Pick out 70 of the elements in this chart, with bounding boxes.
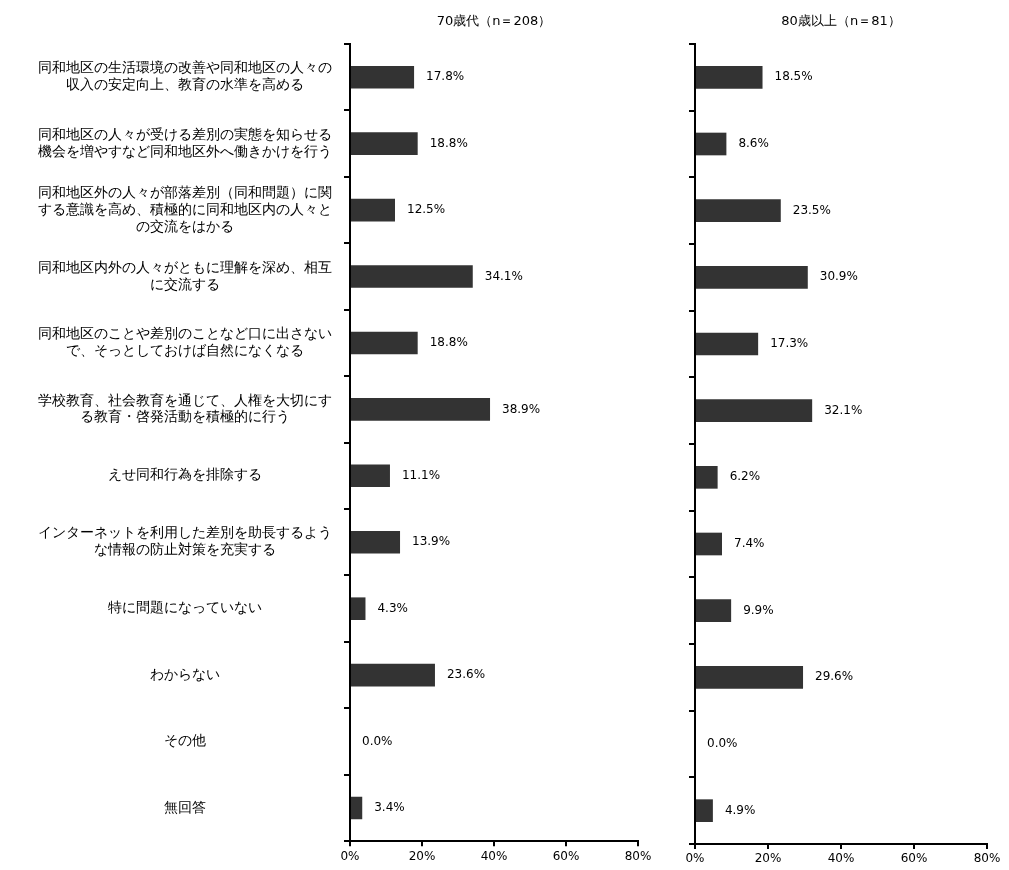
bar — [696, 266, 808, 289]
data-label: 17.3% — [770, 336, 809, 351]
y-tick-label: 同和地区内外の人々がともに理解を深め、相互に交流する — [38, 258, 332, 292]
data-label: 13.9% — [412, 534, 451, 549]
bar — [351, 198, 395, 222]
data-label: 17.8% — [426, 69, 465, 84]
chart-title: 70歳代（n＝208） — [436, 13, 552, 29]
bar — [351, 265, 473, 288]
data-label: 18.8% — [429, 135, 468, 150]
y-tick-label: その他 — [164, 732, 206, 749]
bar — [351, 464, 390, 488]
bar — [351, 398, 491, 421]
data-label: 3.4% — [374, 800, 405, 815]
bar — [351, 796, 363, 820]
y-tick-label: インターネットを利用した差別を助長するような情報の防止対策を充実する — [38, 524, 332, 558]
data-label: 0.0% — [707, 736, 738, 751]
data-label: 7.4% — [734, 536, 765, 551]
x-tick-label: 0% — [685, 851, 705, 866]
y-tick-label: 学校教育、社会教育を通じて、人権を大切にする教育・啓発活動を積極的に行う — [38, 391, 332, 425]
x-tick-label: 60% — [552, 848, 580, 863]
x-tick-label: 80% — [973, 851, 1001, 866]
data-label: 32.1% — [824, 402, 863, 417]
bar — [351, 530, 401, 554]
y-tick-label: 同和地区のことや差別のことなど口に出さないで、そっとしておけば自然になくなる — [38, 325, 332, 358]
bar — [696, 599, 732, 622]
data-label: 12.5% — [407, 202, 446, 217]
data-label: 18.5% — [774, 69, 813, 84]
data-label: 6.2% — [729, 469, 761, 484]
y-tick-label: 同和地区の生活環境の改善や同和地区の人々の収入の安定向上、教育の水準を高める — [38, 59, 332, 93]
y-tick-label: 同和地区外の人々が部落差別（同和問題）に関する意識を高め、積極的に同和地区内の人々との交流をはかる — [38, 183, 332, 234]
bar — [351, 663, 435, 687]
y-tick-label: 特に問題になっていない — [108, 599, 262, 616]
data-label: 18.8% — [429, 335, 468, 350]
y-tick-label: 同和地区の人々が受ける差別の実態を知らせる機会を増やすなど同和地区外へ働きかけを行う — [38, 125, 332, 159]
y-tick-label: えせ同和行為を排除する — [108, 466, 262, 483]
x-tick-label: 80% — [624, 848, 652, 863]
bar — [351, 132, 418, 155]
x-tick-label: 0% — [340, 848, 360, 863]
chart-title: 80歳以上（n＝81） — [781, 13, 901, 29]
data-label: 23.5% — [792, 202, 831, 217]
bar — [696, 399, 813, 422]
bar — [696, 332, 759, 356]
bar — [351, 597, 366, 620]
x-tick-label: 60% — [900, 851, 928, 866]
y-tick-label: わからない — [150, 665, 220, 682]
x-tick-label: 40% — [827, 851, 855, 866]
bar — [696, 132, 727, 156]
data-label: 9.9% — [743, 602, 774, 617]
bar — [696, 799, 713, 822]
data-label: 4.3% — [377, 600, 408, 615]
data-label: 29.6% — [815, 669, 854, 684]
data-label: 11.1% — [401, 467, 441, 482]
x-tick-label: 40% — [480, 848, 508, 863]
data-label: 8.6% — [738, 136, 769, 151]
data-label: 30.9% — [819, 269, 858, 284]
data-label: 0.0% — [362, 733, 393, 748]
bar — [696, 199, 781, 222]
x-tick-label: 20% — [754, 851, 782, 866]
bar — [351, 65, 415, 89]
data-label: 34.1% — [484, 268, 523, 283]
bar — [696, 532, 723, 556]
x-tick-label: 20% — [408, 848, 436, 863]
data-label: 4.9% — [724, 802, 756, 817]
bar — [696, 466, 718, 489]
bar — [696, 666, 804, 689]
bar — [696, 66, 763, 89]
bar — [351, 331, 418, 355]
data-label: 23.6% — [446, 667, 486, 682]
data-label: 38.9% — [502, 401, 541, 416]
y-tick-label: 無回答 — [164, 798, 206, 815]
